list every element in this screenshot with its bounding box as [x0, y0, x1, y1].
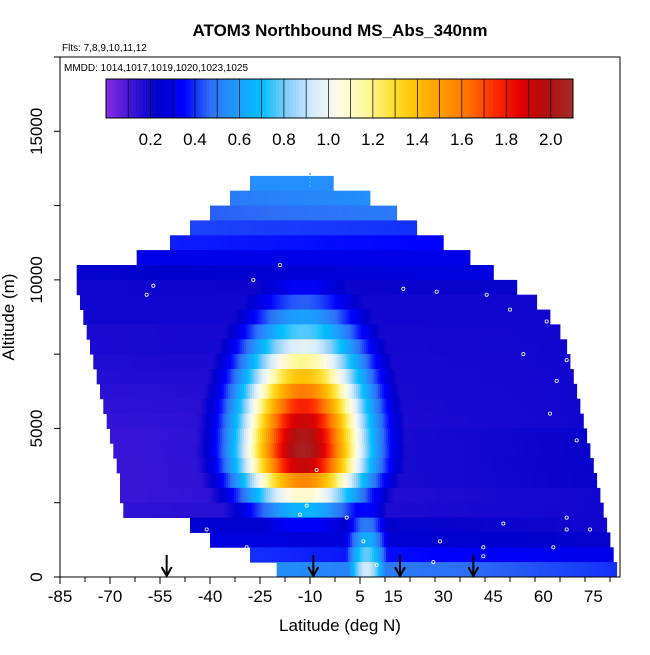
heatmap-cell	[606, 518, 607, 533]
heatmap-cell	[442, 235, 444, 250]
heatmap-cell	[332, 176, 334, 191]
heatmap-cell	[579, 399, 580, 414]
heatmap-cell	[569, 354, 570, 369]
chart-title: ATOM3 Northbound MS_Abs_340nm	[192, 21, 487, 40]
heatmap-cell	[536, 295, 537, 310]
heatmap-cell	[368, 191, 370, 206]
heatmap-cell	[396, 206, 397, 221]
heatmap-cell	[596, 473, 597, 488]
heatmap-cell	[601, 503, 603, 518]
heatmap-cells	[77, 173, 617, 578]
heatmap-cell	[589, 443, 590, 458]
flights-label: Flts: 7,8,9,10,11,12	[62, 43, 147, 54]
heatmap-cell	[573, 369, 574, 384]
heatmap-cell	[586, 428, 587, 443]
dates-label: MMDD: 1014,1017,1019,1020,1023,1025	[64, 63, 248, 74]
heatmap-cell	[416, 220, 417, 235]
heatmap-cell	[583, 414, 584, 429]
heatmap-cell	[493, 265, 494, 280]
heatmap-cell	[559, 324, 561, 339]
heatmap-cell	[549, 310, 550, 325]
heatmap-cell	[598, 488, 600, 503]
heatmap-cell	[576, 384, 577, 399]
heatmap-cell	[593, 458, 594, 473]
heatmap-cell	[566, 339, 567, 354]
heatmap-cell	[469, 250, 471, 265]
